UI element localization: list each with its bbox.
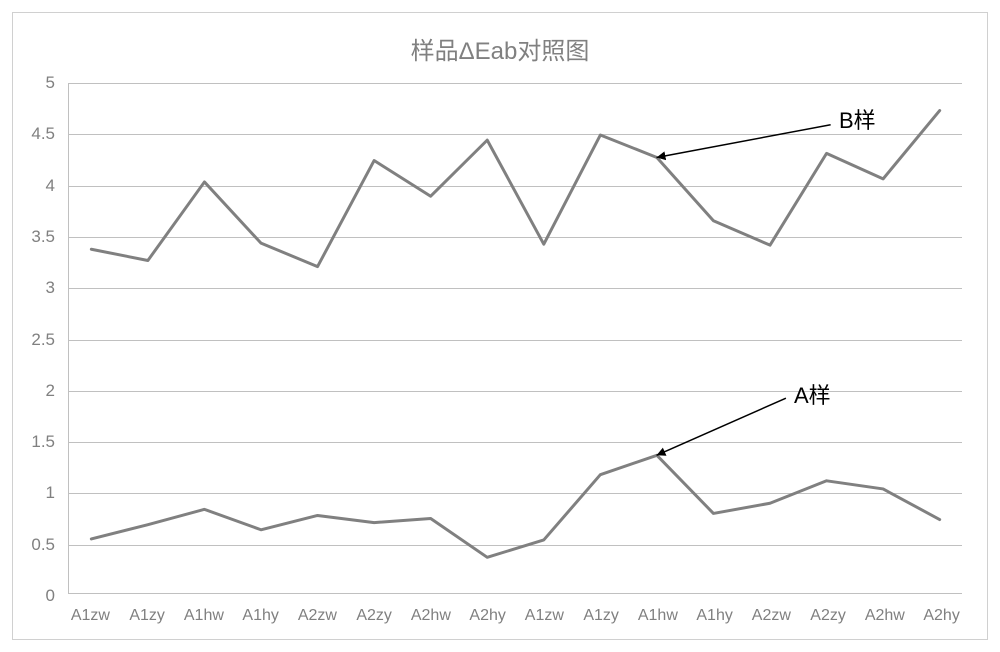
x-tick-label: A1zw bbox=[525, 607, 564, 625]
y-tick-label: 0 bbox=[46, 586, 55, 606]
y-tick-label: 4 bbox=[46, 176, 55, 196]
y-tick-label: 1.5 bbox=[31, 432, 55, 452]
y-tick-label: 4.5 bbox=[31, 124, 55, 144]
x-tick-label: A2zy bbox=[356, 607, 392, 625]
y-tick-label: 1 bbox=[46, 483, 55, 503]
annotation-a-label: A样 bbox=[794, 378, 831, 410]
y-tick-label: 2 bbox=[46, 381, 55, 401]
x-tick-label: A2zy bbox=[810, 607, 846, 625]
x-tick-label: A2hw bbox=[411, 607, 451, 625]
x-tick-label: A2hw bbox=[865, 607, 905, 625]
plot-area: B样 A样 bbox=[68, 83, 962, 594]
x-tick-label: A2hy bbox=[469, 607, 505, 625]
y-tick-label: 3 bbox=[46, 278, 55, 298]
x-tick-label: A1hw bbox=[638, 607, 678, 625]
x-tick-label: A2zw bbox=[298, 607, 337, 625]
x-tick-label: A2hy bbox=[923, 607, 959, 625]
y-axis-labels: 00.511.522.533.544.55 bbox=[13, 83, 63, 594]
y-tick-label: 0.5 bbox=[31, 535, 55, 555]
x-tick-label: A1hw bbox=[184, 607, 224, 625]
x-tick-label: A1hy bbox=[696, 607, 732, 625]
y-tick-label: 3.5 bbox=[31, 227, 55, 247]
chart-title: 样品ΔEab对照图 bbox=[13, 31, 987, 66]
y-tick-label: 2.5 bbox=[31, 330, 55, 350]
line-series-svg bbox=[69, 83, 962, 593]
x-tick-label: A2zw bbox=[752, 607, 791, 625]
series-a-line bbox=[91, 455, 939, 557]
annotation-b-label: B样 bbox=[839, 103, 876, 135]
y-tick-label: 5 bbox=[46, 73, 55, 93]
x-axis-labels: A1zw A1zy A1hw A1hy A2zw A2zy A2hw A2hy A1zw A1zy… bbox=[68, 597, 962, 639]
chart-container: 样品ΔEab对照图 0 0.5 1 1.5 2 2.5 3 3.5 4 4.5 5 B样 A样 A1… bbox=[12, 12, 988, 640]
x-tick-label: A1hy bbox=[242, 607, 278, 625]
x-tick-label: A1zw bbox=[71, 607, 110, 625]
x-tick-label: A1zy bbox=[129, 607, 165, 625]
series-b-line bbox=[91, 111, 939, 267]
x-tick-label: A1zy bbox=[583, 607, 619, 625]
